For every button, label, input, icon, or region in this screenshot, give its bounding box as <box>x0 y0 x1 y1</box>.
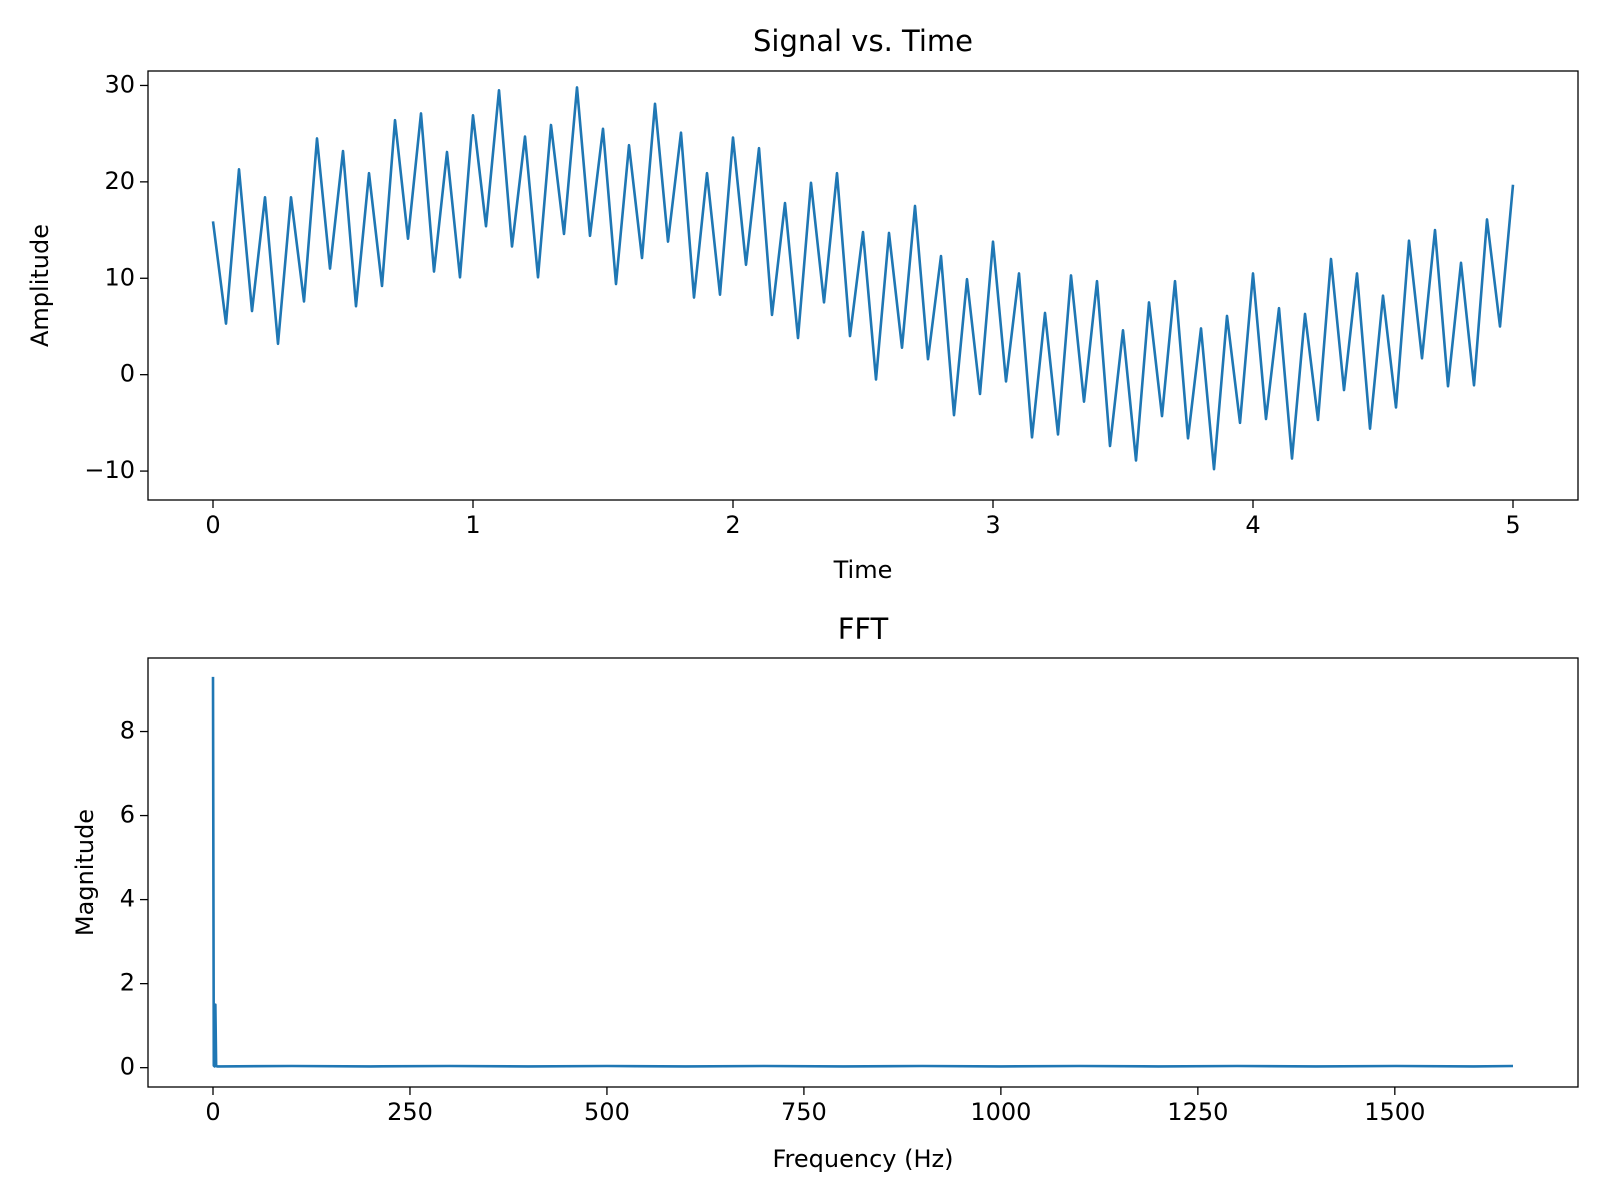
y-tick-label: 0 <box>120 360 135 388</box>
y-tick-label: 4 <box>120 885 135 913</box>
x-tick-label: 500 <box>584 1098 630 1126</box>
x-tick-label: 750 <box>781 1098 827 1126</box>
x-tick-label: 2 <box>725 511 740 539</box>
x-tick-label: 4 <box>1245 511 1260 539</box>
chart-title: FFT <box>838 612 889 646</box>
y-tick-label: −10 <box>84 456 135 484</box>
y-tick-label: 8 <box>120 717 135 745</box>
chart-title: Signal vs. Time <box>753 24 973 58</box>
x-tick-label: 250 <box>387 1098 433 1126</box>
y-axis-label: Amplitude <box>26 224 54 347</box>
x-tick-label: 0 <box>205 511 220 539</box>
y-tick-label: 2 <box>120 969 135 997</box>
y-tick-label: 0 <box>120 1053 135 1081</box>
x-tick-label: 1500 <box>1364 1098 1425 1126</box>
plot-frame <box>147 657 1579 1088</box>
x-axis-label: Frequency (Hz) <box>773 1145 954 1173</box>
y-tick-label: 10 <box>104 263 135 291</box>
x-tick-label: 1250 <box>1167 1098 1228 1126</box>
x-tick-label: 0 <box>205 1098 220 1126</box>
y-tick-label: 20 <box>104 167 135 195</box>
y-tick-label: 6 <box>120 801 135 829</box>
data-line <box>211 676 1514 1068</box>
x-tick-label: 1000 <box>970 1098 1031 1126</box>
x-tick-label: 3 <box>985 511 1000 539</box>
data-line <box>211 86 1515 471</box>
x-tick-label: 5 <box>1505 511 1520 539</box>
x-axis-label: Time <box>833 556 893 584</box>
y-axis-label: Magnitude <box>71 809 99 936</box>
y-tick-label: 30 <box>104 70 135 98</box>
plot-frame <box>147 70 1579 501</box>
x-tick-label: 1 <box>465 511 480 539</box>
